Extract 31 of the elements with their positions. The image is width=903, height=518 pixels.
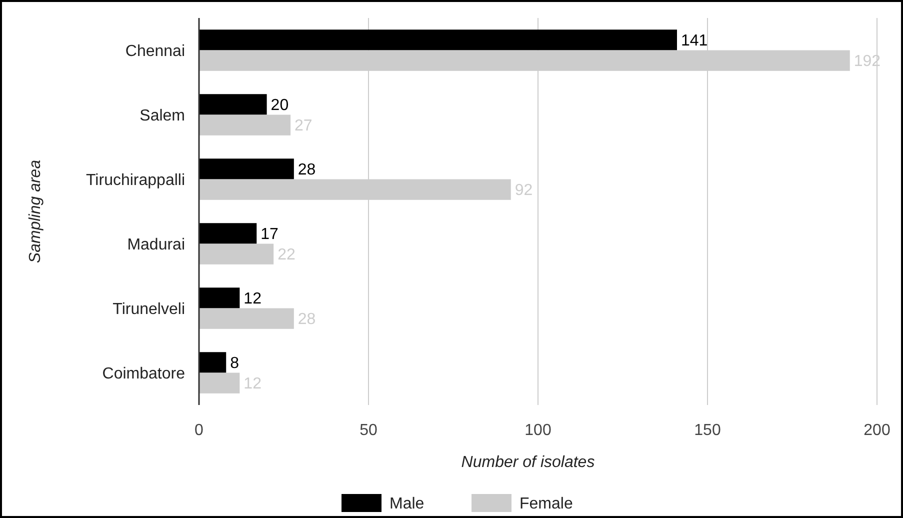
y-tick-label: Coimbatore [102, 365, 186, 382]
y-axis-title: Sampling area [27, 160, 44, 264]
bar [199, 288, 240, 308]
bar [199, 308, 294, 329]
x-axis-title: Number of isolates [461, 454, 595, 471]
data-label: 28 [298, 162, 316, 179]
data-label: 12 [244, 290, 262, 308]
bar [199, 158, 294, 180]
data-label: 20 [270, 97, 289, 114]
bar [199, 94, 267, 115]
bar [199, 372, 240, 394]
y-tick-label: Tiruchirappalli [86, 172, 185, 189]
legend-label: Female [520, 496, 573, 513]
x-tick-label: 150 [694, 422, 721, 439]
y-tick-label: Chennai [125, 42, 185, 60]
legend-label: Male [390, 496, 424, 513]
data-label: 17 [260, 226, 279, 244]
y-tick-label: Madurai [127, 236, 185, 254]
bar [199, 244, 274, 264]
y-tick-label: Tirunelveli [112, 300, 185, 318]
x-tick-label: 50 [360, 422, 378, 439]
bar [199, 223, 257, 244]
bar [199, 352, 226, 373]
bar [199, 114, 291, 136]
y-tick-label: Salem [140, 107, 185, 124]
x-tick-label: 0 [194, 422, 204, 439]
data-label: 8 [230, 355, 240, 372]
x-tick-label: 200 [864, 422, 890, 439]
x-tick-label: 100 [524, 422, 552, 439]
data-label: 141 [680, 32, 708, 50]
bar [199, 30, 677, 50]
